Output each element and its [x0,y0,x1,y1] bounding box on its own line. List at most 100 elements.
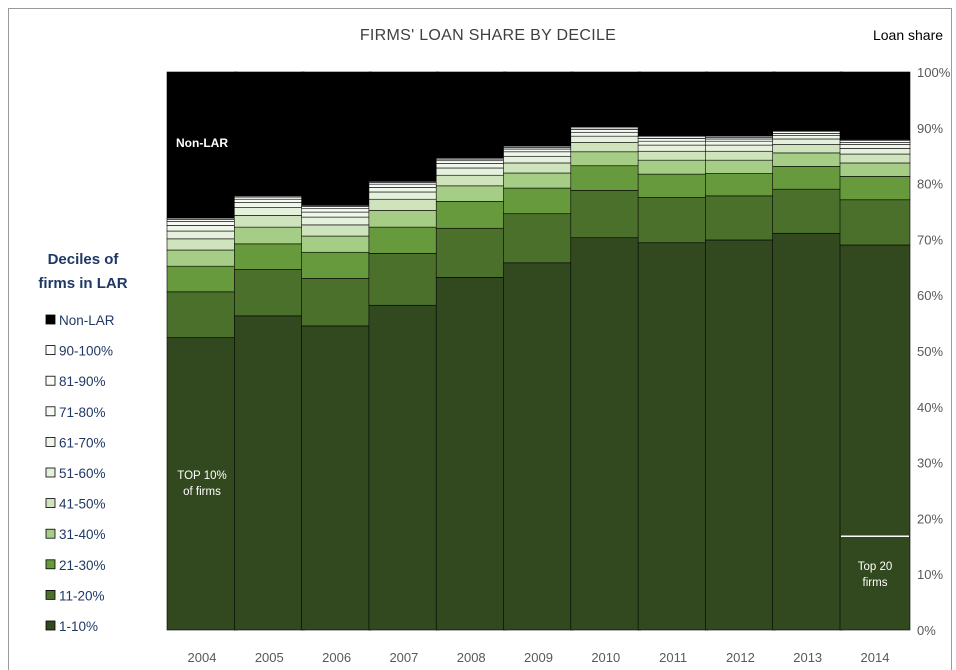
chart-frame [8,8,952,670]
bar-segment [435,160,507,164]
bar-segment [166,249,238,267]
bar-segment [705,138,776,142]
legend-swatch [45,467,56,478]
bar-segment [301,235,372,253]
bar-segment [435,167,507,176]
y-tick-label: 100% [917,65,951,80]
bar-segment [503,148,574,153]
bar-segment [234,202,305,208]
bar-segment [637,71,709,136]
bar-segment [234,243,305,270]
bar-segment [503,187,574,215]
bar-segment [435,71,507,159]
legend-swatch [45,559,56,570]
bar-segment [839,162,911,177]
bar-segment [301,216,372,226]
bar-segment [705,239,776,631]
bar-segment [570,129,642,133]
bar-segment [839,144,911,149]
bar-segment [570,131,642,137]
bar-segment [637,197,709,244]
bar-segment [637,150,709,161]
y-tick-label: 40% [917,400,943,415]
bar-segment [705,71,776,137]
legend-swatch [45,620,56,631]
bar-segment [301,211,372,218]
bar-segment [435,201,507,229]
legend-label: 41-50% [59,497,106,512]
bar-segment [705,159,776,174]
x-tick-label: 2006 [322,650,351,665]
bar-segment [301,71,372,206]
bar-segment [234,196,305,200]
x-tick-label: 2011 [659,650,687,665]
bar-segment [839,71,911,140]
bar-segment [301,224,372,237]
bar-segment [435,163,507,169]
y-tick-label: 80% [917,177,943,192]
bar-segment [166,291,238,338]
legend-swatch [45,498,56,509]
annotations: Non-LAR TOP 10% of firms Top 20 firms [176,136,909,589]
bar-segment [368,226,440,254]
bars [166,71,911,631]
y-tick-label: 20% [917,511,943,526]
x-tick-label: 2014 [861,650,890,665]
legend-label: 61-70% [59,435,106,450]
bar-segment [570,151,642,167]
bar-segment [301,208,372,213]
bar-segment [234,198,305,203]
bar-segment [368,183,440,188]
bar-segment [503,71,574,147]
bar-segment [839,142,911,145]
bar-segment [839,244,911,631]
bar-segment [637,242,709,631]
legend-swatch [45,528,56,539]
legend-swatch [45,590,56,600]
bar-segment [705,150,776,161]
legend-swatch [45,436,56,447]
x-axis-ticks: 2004 2005 2006 2007 2008 2009 2010 2011 2012 2013… [188,650,890,665]
bar-segment [772,232,844,631]
annotation-top10: TOP 10% [177,470,226,482]
bar-segment [705,140,776,146]
legend: Deciles of firms in LAR Non-LAR 90-100% 81-9… [38,251,127,634]
bar-segment [772,138,844,145]
bar-segment [166,225,238,232]
y-tick-label: 50% [917,344,943,359]
x-tick-label: 2010 [591,650,620,665]
legend-title: Deciles of [48,251,120,268]
bar-segment [435,174,507,187]
bar-segment [503,162,574,174]
bar-segment [234,71,305,197]
bar-segment [570,71,642,127]
bar-segment [234,315,305,631]
legend-swatch [45,345,56,356]
y-axis-ticks: 0% 10% 20% 30% 40% 50% 60% 70% 80% 90% 100% [917,65,951,638]
y-tick-label: 10% [917,567,943,582]
bar-segment [637,144,709,152]
bar-segment [368,71,440,182]
bar-segment [637,173,709,198]
bar-segment [368,198,440,211]
bar-segment [772,71,844,131]
bar-segment [772,188,844,234]
bar-segment [301,278,372,327]
bar-segment [503,155,574,164]
bar-segment [301,251,372,279]
bar-segment [570,189,642,239]
y-tick-label: 0% [917,623,936,638]
bar-segment [166,337,238,631]
legend-label: 1-10% [59,619,98,634]
bar-segment [166,71,238,219]
bar-segment [301,206,372,210]
bar-segment [705,173,776,197]
y-tick-label: 60% [917,288,943,303]
legend-swatch [45,314,56,325]
bar-segment [772,166,844,190]
bar-segment [234,215,305,228]
legend-label: 21-30% [59,558,106,573]
y-tick-label: 90% [917,121,943,136]
bar-segment [839,148,911,155]
bar-segment [368,191,440,200]
